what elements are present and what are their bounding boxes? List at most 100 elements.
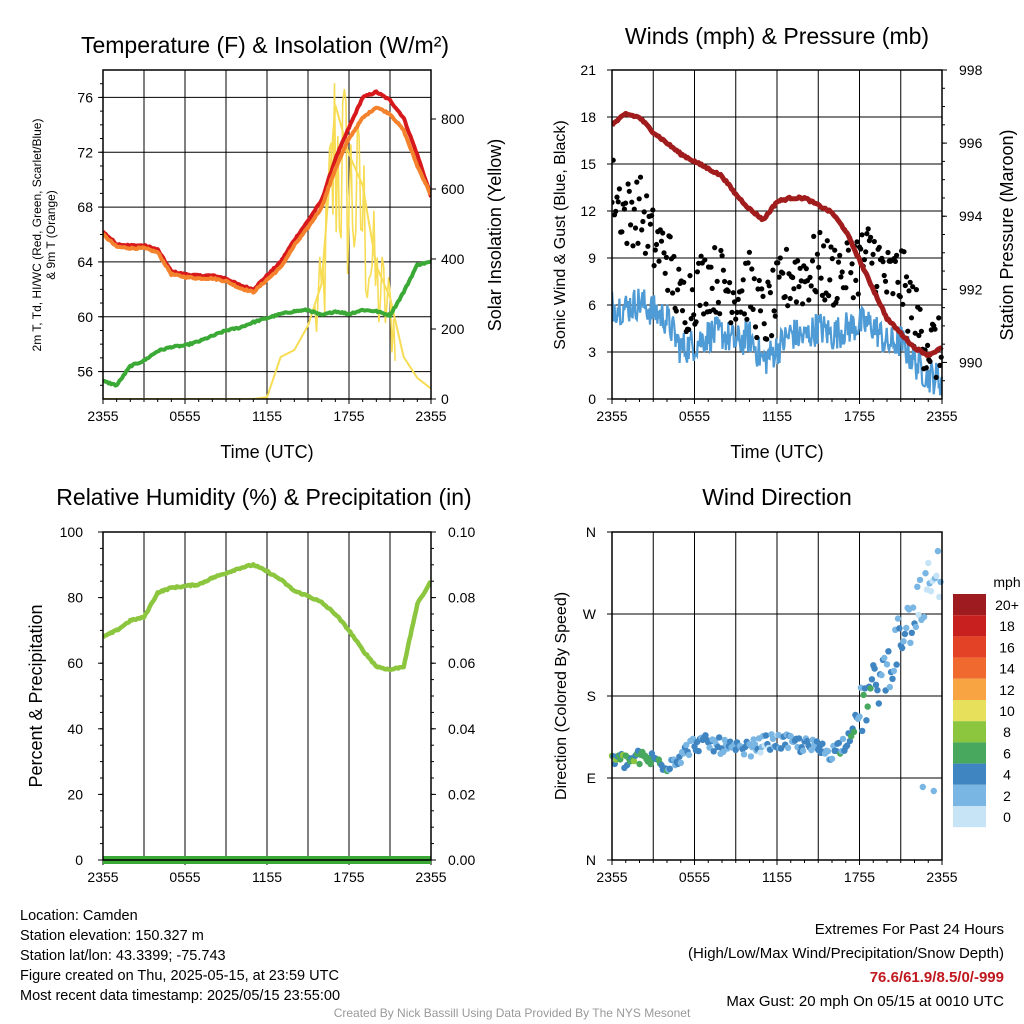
y-left-axis-label: Sonic Wind & Gust (Blue, Black) <box>552 120 569 349</box>
y-left-tick-label: 0 <box>75 852 83 868</box>
gust-point <box>612 157 616 163</box>
gust-point <box>813 289 819 295</box>
x-tick-label: 1155 <box>762 408 792 424</box>
gust-point <box>803 266 809 272</box>
gust-point <box>744 316 750 322</box>
gust-point <box>730 290 736 296</box>
gust-point <box>783 246 790 252</box>
direction-point <box>889 675 896 682</box>
direction-point <box>912 623 920 631</box>
chart-title: Winds (mph) & Pressure (mb) <box>625 23 929 49</box>
direction-point <box>885 648 892 655</box>
gust-point <box>923 365 929 371</box>
station-elevation: Station elevation: 150.327 m <box>20 928 204 944</box>
direction-point <box>636 760 643 768</box>
legend-swatch <box>953 594 986 616</box>
gust-point <box>731 299 738 305</box>
direction-point <box>706 744 713 751</box>
gust-point <box>759 286 765 292</box>
direction-point <box>828 755 836 762</box>
y-right-tick-label: 998 <box>959 62 983 78</box>
gust-point <box>663 254 670 260</box>
legend-title: mph <box>993 574 1020 590</box>
gust-point <box>871 238 877 245</box>
x-tick-label: 2355 <box>596 869 627 885</box>
x-tick-label: 0555 <box>169 869 200 885</box>
gust-point <box>791 286 797 292</box>
gust-point <box>797 265 803 271</box>
direction-point <box>922 570 929 577</box>
direction-point <box>875 700 882 707</box>
gust-point <box>787 295 793 302</box>
direction-point <box>883 661 891 668</box>
gust-point <box>686 326 692 333</box>
y-left-tick-label: 60 <box>67 655 83 671</box>
gust-point <box>631 206 637 212</box>
gust-point <box>640 218 646 225</box>
legend-label: 18 <box>999 618 1015 634</box>
gust-point <box>844 240 850 246</box>
gust-point <box>712 245 718 251</box>
y-right-axis-label: Solar Insolation (Yellow) <box>485 139 505 331</box>
gust-point <box>619 229 625 235</box>
gust-point <box>817 229 823 236</box>
gust-point <box>729 309 735 315</box>
chart-title: Wind Direction <box>702 484 852 510</box>
gust-point <box>925 342 931 348</box>
gust-point <box>861 257 868 263</box>
series-group <box>612 110 944 396</box>
gust-point <box>796 284 802 290</box>
gust-point <box>880 259 886 265</box>
gust-point <box>903 274 910 280</box>
figure-created: Figure created on Thu, 2025-05-15, at 23… <box>20 968 339 984</box>
gust-point <box>676 266 682 272</box>
gust-point <box>882 278 889 284</box>
direction-point <box>937 578 944 586</box>
y-right-axis-label: Station Pressure (Maroon) <box>997 129 1017 340</box>
gust-point <box>671 253 677 260</box>
y-right-tick-label: 0.08 <box>448 590 475 606</box>
gust-point <box>665 287 671 293</box>
gust-point <box>658 238 665 244</box>
legend-label: 8 <box>1003 724 1011 740</box>
gust-point <box>881 272 887 279</box>
gust-point <box>702 257 708 263</box>
direction-point <box>762 732 770 739</box>
gust-point <box>771 308 777 314</box>
gust-point <box>809 258 816 264</box>
direction-point <box>909 604 917 611</box>
gust-point <box>741 311 748 317</box>
legend-swatch <box>953 721 986 743</box>
direction-point <box>784 744 792 751</box>
direction-point <box>878 671 885 679</box>
y-left-tick-label: 0 <box>588 391 596 407</box>
gust-point <box>937 362 943 368</box>
gust-point <box>927 358 933 364</box>
plot-border <box>102 69 432 400</box>
legend-label: 0 <box>1003 809 1011 825</box>
gust-point <box>793 299 800 305</box>
x-tick-label: 2355 <box>87 869 118 885</box>
gust-point <box>839 269 845 275</box>
x-tick-label: 1155 <box>762 869 792 885</box>
extremes-title: Extremes For Past 24 Hours <box>814 921 1004 938</box>
gust-point <box>913 287 920 293</box>
legend-label: 4 <box>1003 767 1011 783</box>
legend-swatch <box>953 636 986 658</box>
series-2m-t-line <box>103 89 431 292</box>
direction-point <box>824 748 832 755</box>
gust-point <box>735 296 741 302</box>
direction-point <box>863 717 870 724</box>
gust-point <box>697 302 703 308</box>
legend-label: 20+ <box>995 597 1019 613</box>
x-axis-label: Time (UTC) <box>730 442 823 462</box>
gust-point <box>719 253 725 259</box>
x-tick-label: 2355 <box>87 408 118 424</box>
direction-point <box>925 559 932 567</box>
gust-point <box>740 277 746 283</box>
gust-point <box>859 232 865 238</box>
gust-point <box>868 234 874 240</box>
gust-point <box>892 258 899 264</box>
x-tick-label: 0555 <box>679 869 710 885</box>
gust-point <box>795 258 801 264</box>
